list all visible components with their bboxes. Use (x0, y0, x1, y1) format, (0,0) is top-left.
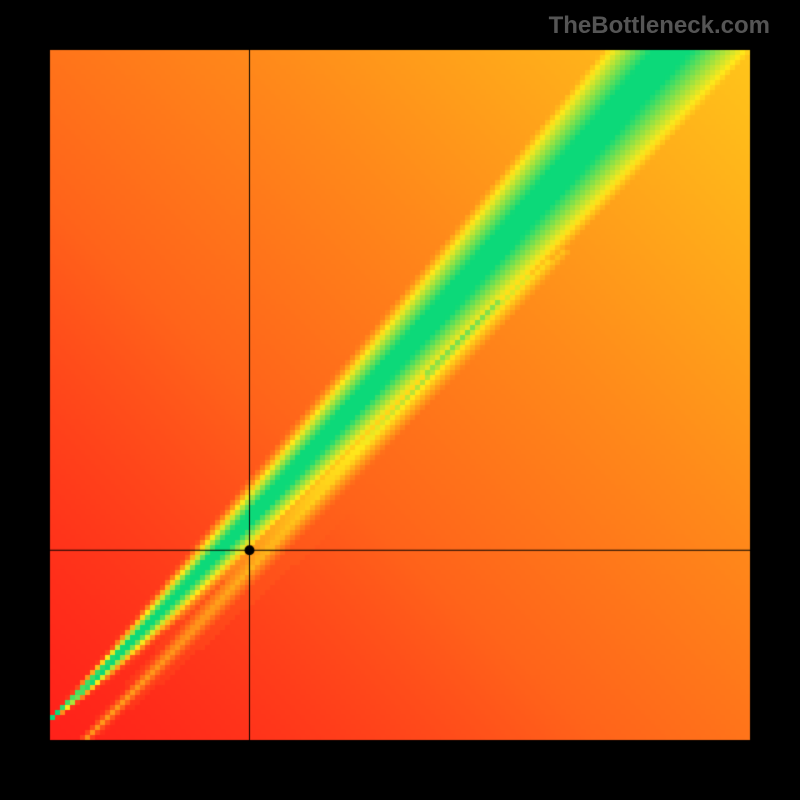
heatmap-canvas (0, 0, 800, 800)
watermark-text: TheBottleneck.com (549, 12, 770, 40)
outer-container: TheBottleneck.com (0, 0, 800, 800)
